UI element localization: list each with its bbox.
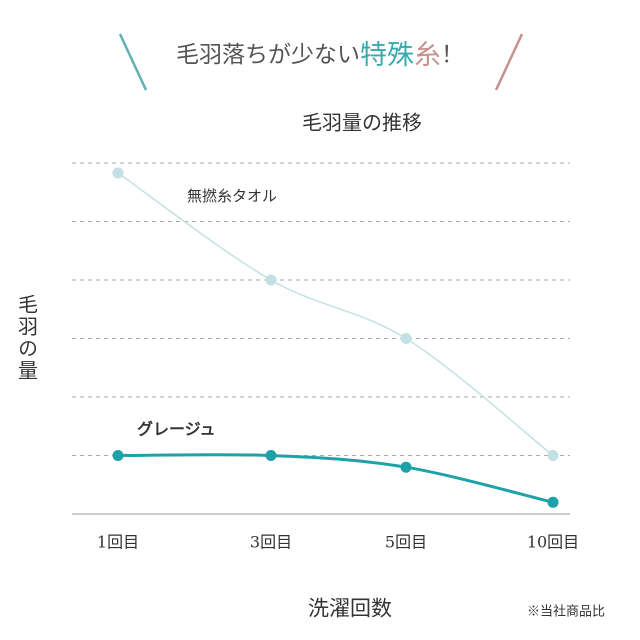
- data-point: [547, 450, 559, 461]
- data-point: [265, 450, 277, 461]
- series-line: [117, 453, 554, 504]
- x-axis-label: 洗濯回数: [308, 597, 392, 621]
- data-point: [400, 333, 412, 344]
- headline: 毛羽落ちが少ない特殊糸！: [176, 40, 464, 71]
- series-line: [117, 172, 554, 457]
- x-tick-label: 1回目: [97, 533, 139, 552]
- data-point: [547, 496, 559, 508]
- decor-slash: [494, 33, 524, 91]
- data-point: [400, 461, 412, 473]
- chart-title: 毛羽量の推移: [302, 111, 422, 135]
- headline-part: 毛羽落ちが少ない: [176, 42, 360, 68]
- data-point: [112, 167, 124, 179]
- series-label: グレージュ: [137, 420, 216, 439]
- series-label: 無撚糸タオル: [187, 187, 277, 205]
- note: ※当社商品比: [527, 604, 605, 620]
- x-tick-label: 3回目: [250, 533, 292, 552]
- headline-part: 特殊: [360, 40, 414, 71]
- x-tick-label: 5回目: [385, 533, 427, 552]
- data-point: [112, 450, 124, 461]
- decor-slash: [118, 33, 148, 91]
- data-point: [265, 274, 277, 286]
- headline-part: ！: [441, 42, 464, 68]
- x-tick-label: 10回目: [527, 533, 579, 552]
- headline-part: 糸: [414, 40, 441, 71]
- y-axis-label: 毛羽の量: [15, 294, 39, 382]
